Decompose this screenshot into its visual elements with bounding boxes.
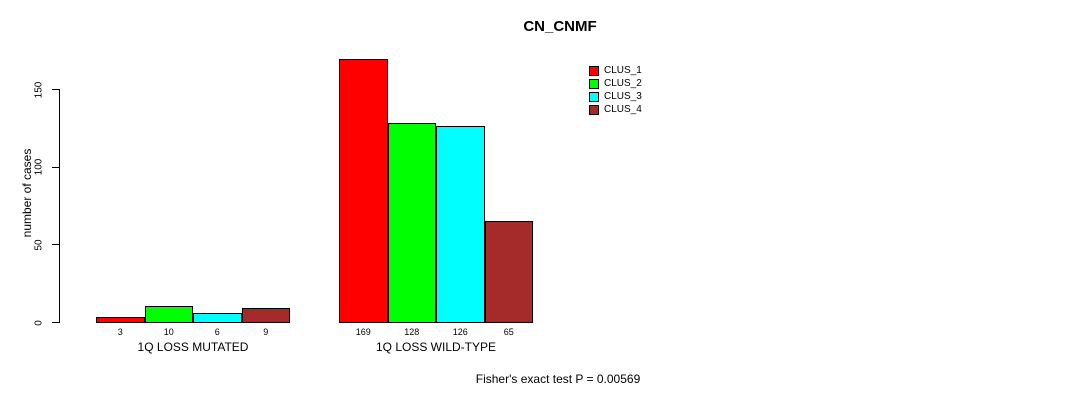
y-tick xyxy=(52,244,59,246)
legend-item: CLUS_2 xyxy=(589,78,642,89)
y-tick-label: 0 xyxy=(33,319,45,326)
legend-label: CLUS_2 xyxy=(604,78,642,89)
legend-label: CLUS_1 xyxy=(604,65,642,76)
bar-value-label: 126 xyxy=(452,327,468,337)
legend-item: CLUS_3 xyxy=(589,91,642,102)
legend-item: CLUS_1 xyxy=(589,65,642,76)
legend-item: CLUS_4 xyxy=(589,104,642,115)
bar xyxy=(436,126,485,323)
bar xyxy=(144,306,193,323)
y-axis-line xyxy=(59,89,60,323)
chart-title: CN_CNMF xyxy=(523,18,597,35)
x-group-label: 1Q LOSS MUTATED xyxy=(137,340,249,354)
legend-swatch xyxy=(589,65,599,76)
bar xyxy=(387,123,436,323)
bar-value-label: 128 xyxy=(404,327,420,337)
x-group-label: 1Q LOSS WILD-TYPE xyxy=(375,340,497,354)
fisher-test-note: Fisher's exact test P = 0.00569 xyxy=(475,372,641,386)
legend-label: CLUS_3 xyxy=(604,91,642,102)
bar-value-label: 9 xyxy=(263,327,269,337)
bar-value-label: 6 xyxy=(214,327,220,337)
bar xyxy=(193,312,242,323)
y-tick xyxy=(52,89,59,90)
y-tick xyxy=(52,166,59,168)
y-tick xyxy=(52,322,59,323)
legend-swatch xyxy=(589,91,599,102)
bar-value-label: 169 xyxy=(355,327,371,337)
bar xyxy=(339,59,388,323)
bar-value-label: 3 xyxy=(117,327,123,337)
legend-label: CLUS_4 xyxy=(604,104,642,115)
bar xyxy=(241,308,290,323)
bar-value-label: 10 xyxy=(163,327,174,337)
y-tick-label: 150 xyxy=(33,81,45,98)
legend-swatch xyxy=(589,78,599,89)
legend-swatch xyxy=(589,104,599,115)
y-axis-label: number of cases xyxy=(20,148,34,238)
bar-value-label: 65 xyxy=(503,327,514,337)
y-tick-label: 100 xyxy=(33,158,45,176)
bar xyxy=(484,221,533,323)
y-tick-label: 50 xyxy=(33,239,45,251)
bar xyxy=(96,317,145,323)
